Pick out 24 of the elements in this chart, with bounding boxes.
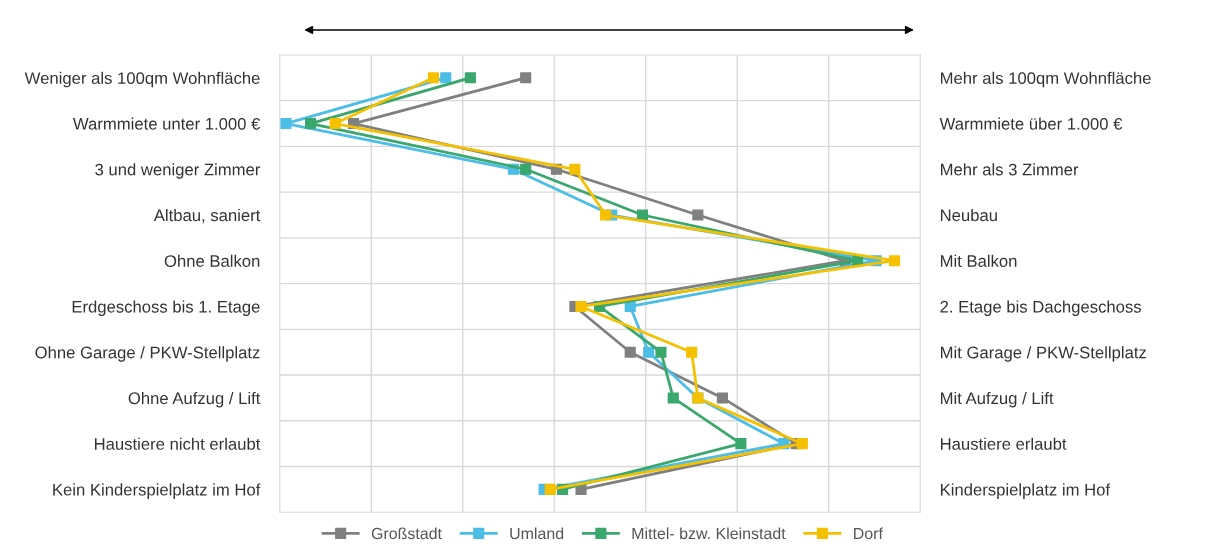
y-tick-label: 3 und weniger Zimmer [95, 163, 261, 179]
y2-tick-label: Mehr als 100qm Wohnfläche [940, 71, 1151, 88]
legend-label: Umland [510, 527, 564, 540]
y-tick-label: Kein Kinderspielplatz im Hof [53, 483, 261, 499]
y-tick-label: Haustiere nicht erlaubt [94, 437, 261, 450]
y2-tick-label: Warmmiete über 1.000 € [939, 117, 1123, 130]
y-tick-label: Ohne Balkon [164, 254, 260, 267]
y-tick-label: Ohne Aufzug / Lift [128, 391, 261, 408]
y-tick-label: Weniger als 100qm Wohnfläche [24, 71, 260, 88]
legend-label: Großstadt [371, 527, 442, 540]
y2-tick-label: 2. Etage bis Dachgeschoss [940, 300, 1141, 316]
y-tick-label: Warmmiete unter 1.000 € [73, 117, 261, 130]
y2-tick-label: Mehr als 3 Zimmer [940, 163, 1079, 176]
legend-label: Mittel- bzw. Kleinstadt [632, 527, 786, 540]
y2-tick-label: Haustiere erlaubt [940, 437, 1067, 450]
y-tick-label: Ohne Garage / PKW-Stellplatz [35, 346, 260, 362]
y-tick-label: Erdgeschoss bis 1. Etage [72, 300, 260, 316]
y2-tick-label: Mit Balkon [940, 254, 1017, 267]
y-tick-label: Altbau, saniert [153, 208, 261, 224]
y2-tick-label: Neubau [940, 208, 997, 222]
y2-tick-label: Mit Garage / PKW-Stellplatz [940, 346, 1146, 362]
y2-tick-label: Mit Aufzug / Lift [940, 391, 1054, 408]
y2-tick-label: Kinderspielplatz im Hof [940, 483, 1111, 499]
legend-label: Dorf [854, 527, 883, 540]
